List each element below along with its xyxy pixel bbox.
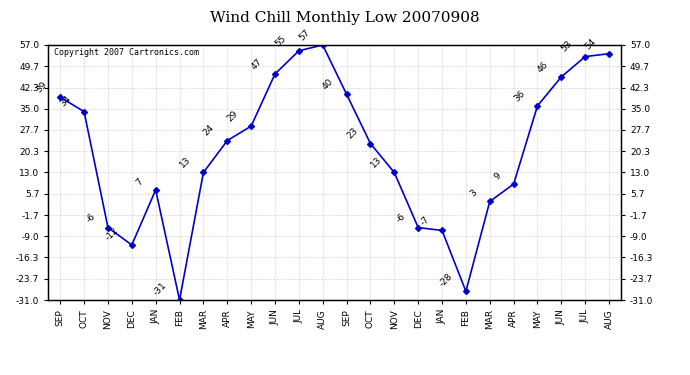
Text: -12: -12 (104, 225, 121, 242)
Text: 55: 55 (273, 33, 288, 48)
Text: Wind Chill Monthly Low 20070908: Wind Chill Monthly Low 20070908 (210, 11, 480, 25)
Text: 47: 47 (250, 57, 264, 71)
Text: 7: 7 (134, 177, 145, 187)
Text: -7: -7 (418, 215, 431, 228)
Text: -6: -6 (394, 212, 407, 225)
Text: 57: 57 (297, 28, 312, 42)
Text: -6: -6 (84, 212, 97, 225)
Text: 13: 13 (178, 155, 193, 170)
Text: 54: 54 (584, 36, 598, 51)
Text: -31: -31 (152, 280, 168, 297)
Text: 34: 34 (59, 94, 73, 109)
Text: -28: -28 (438, 272, 455, 288)
Text: 40: 40 (321, 77, 335, 92)
Text: 24: 24 (202, 123, 216, 138)
Text: 39: 39 (34, 80, 49, 94)
Text: 3: 3 (469, 188, 479, 199)
Text: Copyright 2007 Cartronics.com: Copyright 2007 Cartronics.com (54, 48, 199, 57)
Text: 9: 9 (492, 171, 502, 182)
Text: 36: 36 (512, 88, 526, 103)
Text: 13: 13 (368, 155, 383, 170)
Text: 29: 29 (226, 109, 240, 123)
Text: 23: 23 (345, 126, 359, 141)
Text: 46: 46 (536, 60, 550, 74)
Text: 53: 53 (560, 39, 574, 54)
